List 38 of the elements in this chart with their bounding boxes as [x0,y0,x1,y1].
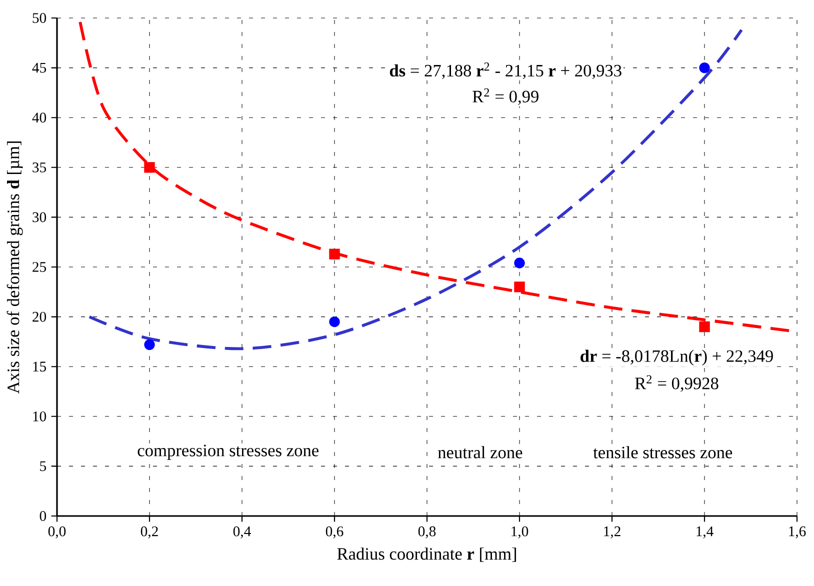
x-tick-label: 0,6 [326,526,344,538]
point [329,248,340,260]
y-tick-label: 25 [32,262,46,272]
x-tick-label: 0,0 [48,526,66,538]
x-tick-label: 1,2 [604,526,620,538]
y-tick-label: 40 [32,112,46,123]
y-tick-label: 30 [32,212,46,222]
x-tick-label: 1,4 [696,526,714,538]
annotation: tensile stresses zone [593,446,732,458]
y-tick-label: 45 [32,62,46,73]
y-tick-label: 50 [32,13,46,23]
x-tick-label: 0,2 [140,526,158,538]
y-tick-label: 0 [40,511,46,521]
point [329,316,340,328]
y-tick-label: 5 [40,461,46,472]
point [699,62,710,74]
point [144,339,155,350]
x-axis-title: Radius coordinate r [mm] [337,548,516,562]
point [514,282,525,292]
x-tick-label: 1,6 [789,526,806,538]
annotation: ds = 27,188 r$^{2}$ - 21,15 r + 20,933 [390,62,622,80]
y-tick-label: 35 [32,162,46,172]
annotation: dr = -8,0178Ln(r) + 22,349 [580,350,773,366]
annotation: neutral zone [438,446,522,458]
annotation: R$^{2}$ = 0,99 [472,88,538,105]
x-tick-label: 0,8 [418,526,436,538]
x-tick-label: 0,4 [233,526,251,538]
y-axis-title: Axis size of deformed grains d [µm] [6,142,23,394]
annotation: compression stresses zone [138,444,318,460]
point [699,321,710,332]
x-tick-label: 1,0 [512,526,528,538]
y-tick-label: 10 [33,411,46,422]
y-tick-label: 15 [33,362,46,372]
point [514,258,525,268]
annotation: R$^{2}$ = 0,9928 [635,375,718,392]
point [144,162,155,173]
line-series [88,28,743,350]
y-tick-label: 20 [32,312,46,322]
